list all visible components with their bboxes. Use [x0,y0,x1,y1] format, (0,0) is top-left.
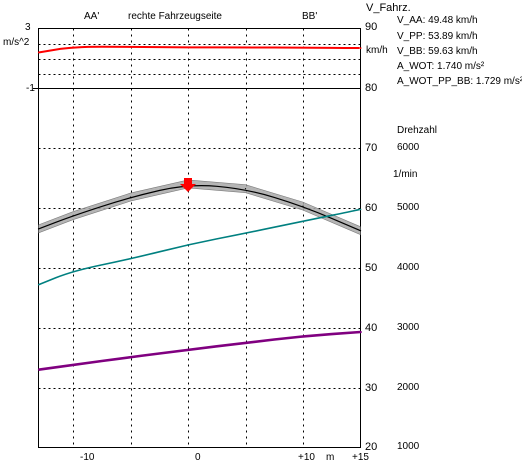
accel-panel-frame [38,28,361,89]
x-tick-0: 0 [195,452,201,463]
series-layer [37,45,362,371]
speed-tick-80: 80 [365,82,378,94]
speed-tick-20: 20 [365,441,378,453]
speed-tick-30: 30 [365,382,378,394]
rpm-tolerance-band [38,179,361,236]
x-tick-plus10: +10 [298,452,315,463]
rpm-tick-2000: 2000 [397,382,420,393]
speed-tick-90: 90 [365,21,378,33]
rpm-series-point [359,230,362,232]
rpm-tick-1000: 1000 [397,441,420,452]
lower-series-point [72,364,74,366]
rpm-series-point [37,228,40,230]
marker-aa-label: AA' [84,11,100,22]
accel-tick-top: 3 [25,22,31,33]
accel-series-point [72,46,74,48]
speed-unit-label: km/h [366,45,388,56]
rpm-series-point [302,205,304,207]
speed-tick-40: 40 [365,322,378,334]
lower-series-point [129,356,132,358]
speed-series-point [359,208,362,210]
speed-series-point [302,220,304,222]
grid-lines [38,28,361,448]
speed-tick-50: 50 [365,262,378,274]
lower-series-point [244,342,247,344]
down-arrow-icon [180,178,196,192]
speed-series-point [37,284,40,286]
speed-tick-70: 70 [365,142,378,154]
accel-unit-label: m/s^2 [3,37,30,48]
lower-series-point [37,369,40,371]
accel-series-point [187,46,189,49]
speed-tick-60: 60 [365,202,378,214]
rpm-unit-label: 1/min [393,169,418,180]
speed-series-point [72,270,74,272]
speed-series-line [38,208,362,286]
accel-tick-bottom: -1 [26,83,35,94]
speed-series-point [187,244,189,246]
rpm-tick-5000: 5000 [397,202,420,213]
lower-series-line [38,330,362,371]
lower-series-point [187,349,189,351]
lower-series-point [302,335,304,337]
readout-v-bb: V_BB: 59.63 km/h [397,46,478,57]
accel-series-point [244,46,247,49]
rpm-tick-4000: 4000 [397,262,420,273]
x-unit-label: m [326,452,335,463]
speed-series-point [129,258,132,260]
lower-series-point [359,331,362,333]
readout-v-pp: V_PP: 53.89 km/h [397,31,478,42]
readout-a-wot: A_WOT: 1.740 m/s² [397,61,485,72]
x-tick-plus15: +15 [352,452,369,463]
marker-bb-label: BB' [302,11,318,22]
rpm-series-point [72,215,74,217]
accel-series-point [359,47,362,49]
readout-a-wot-pp-bb: A_WOT_PP_BB: 1.729 m/s² [397,76,522,87]
accel-series-line [38,45,362,54]
speed-series-point [244,232,247,234]
accel-series-point [302,47,304,49]
rpm-axis-title: Drehzahl [397,125,438,136]
x-tick-minus10: -10 [80,452,95,463]
rpm-tick-3000: 3000 [397,322,420,333]
section-title: rechte Fahrzeugseite [128,11,222,22]
rpm-series-point [129,196,132,198]
readout-v-aa: V_AA: 49.48 km/h [397,15,478,26]
accel-series-point [37,51,40,54]
accel-series-point [129,46,132,48]
speed-axis-title: V_Fahrz. [366,2,411,14]
rpm-tick-6000: 6000 [397,142,420,153]
rpm-series-point [244,188,247,190]
